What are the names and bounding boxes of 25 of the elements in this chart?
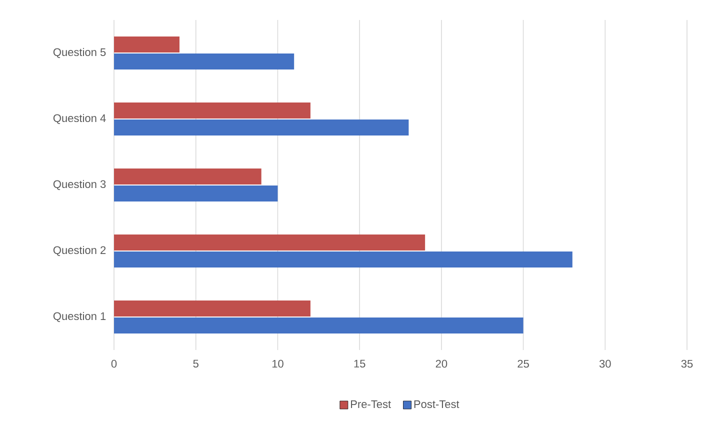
bar [114,234,426,250]
x-tick-label: 25 [518,360,529,368]
x-tick-label: 10 [272,360,284,368]
bar [114,54,294,70]
y-tick-label: Question 1 [53,312,106,322]
bar [114,300,310,316]
legend-label: Pre-Test [351,400,391,408]
bar [114,318,524,334]
x-tick-label: 30 [599,360,611,368]
legend-label: Post-Test [414,400,460,408]
x-tick-label: 0 [111,360,117,368]
y-tick-label: Question 3 [53,180,106,190]
x-tick-label: 35 [681,360,693,368]
bar [114,168,262,184]
y-tick-label: Question 5 [53,48,106,58]
x-tick-label: 15 [354,360,366,368]
bar [114,102,310,119]
y-tick-label: Question 2 [53,246,106,256]
x-tick-label: 5 [193,360,198,368]
bar [114,36,180,53]
x-tick-label: 20 [436,360,448,368]
bar [114,252,572,268]
bar [114,186,278,202]
y-tick-label: Question 4 [53,114,106,124]
bar [114,120,409,136]
